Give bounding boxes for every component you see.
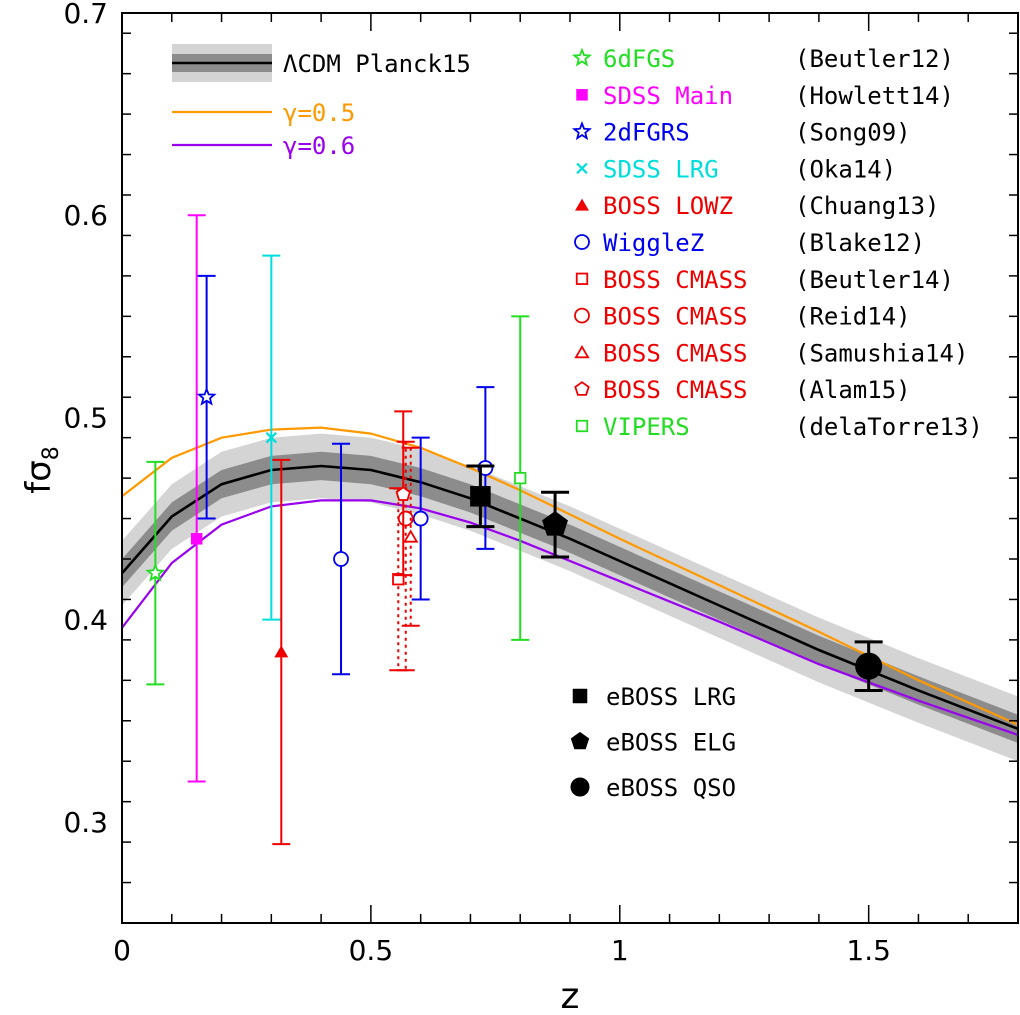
legend-ref-7: (Reid14) [795, 303, 911, 331]
legend-ref-1: (Howlett14) [795, 82, 954, 110]
model-curve-1 [122, 426, 1018, 726]
x-tick-label: 0.5 [349, 934, 394, 967]
x-axis-label: z [561, 976, 580, 1015]
data-point-1-0 [190, 533, 203, 545]
legend-marker-8 [574, 345, 590, 359]
data-point-5-1 [412, 510, 429, 527]
legend-name-0: 6dFGS [603, 45, 675, 73]
legend-name-5: WiggleZ [603, 229, 704, 257]
data-point-6-0 [392, 573, 405, 586]
lcdm-band-inner [122, 451, 1018, 743]
data-point-2-0 [196, 386, 217, 406]
legend-ref-5: (Blake12) [795, 229, 925, 257]
x-tick-label: 1.5 [846, 934, 891, 967]
forecast-point-0 [470, 486, 491, 507]
legend-name-3: SDSS LRG [603, 155, 719, 183]
legend-ref-9: (Alam15) [795, 376, 911, 404]
model-curve-2 [122, 499, 1018, 736]
lcdm-band-outer [122, 433, 1018, 762]
legend-marker-5 [574, 234, 590, 250]
legend-marker-2 [571, 121, 593, 141]
legend-marker-0 [571, 47, 593, 67]
data-point-9-0 [395, 486, 411, 501]
legend-label-gamma-0: γ=0.5 [283, 99, 355, 127]
data-point-7-0 [397, 510, 414, 527]
y-tick-label: 0.5 [63, 401, 108, 434]
legend-forecast-name-0: eBOSS LRG [606, 683, 736, 711]
y-tick-label: 0.6 [63, 199, 108, 232]
legend-forecast-marker-2 [570, 777, 590, 797]
x-tick-label: 0 [113, 934, 131, 967]
data-points [145, 214, 883, 846]
legend-name-1: SDSS Main [603, 82, 733, 110]
y-axis-label-main: fσ [19, 460, 59, 494]
legend-ref-3: (Oka14) [795, 155, 896, 183]
legend-name-4: BOSS LOWZ [603, 192, 733, 220]
legend-label-lcdm: ΛCDM Planck15 [283, 50, 471, 78]
legend-forecast-name-1: eBOSS ELG [606, 729, 736, 757]
x-tick-label: 1 [611, 934, 629, 967]
legend-forecast-marker-0 [572, 688, 588, 704]
legend-name-10: VIPERS [603, 413, 690, 441]
legend-ref-0: (Beutler12) [795, 45, 954, 73]
legend-ref-4: (Chuang13) [795, 192, 940, 220]
axis-ticks: 0 0.5 1 1.5 0.3 0.4 0.5 0.6 0.7 [63, 0, 1019, 967]
legend-marker-6 [575, 272, 589, 285]
legend-forecast-name-2: eBOSS QSO [606, 774, 736, 802]
y-axis-label-sub: 8 [39, 446, 64, 460]
legend-label-gamma-1: γ=0.6 [283, 132, 355, 160]
legend-marker-3 [576, 162, 588, 175]
data-point-0-0 [145, 562, 166, 582]
y-tick-label: 0.3 [63, 806, 108, 839]
legend-name-8: BOSS CMASS [603, 339, 748, 367]
legend: ΛCDM Planck15 γ=0.5 γ=0.6 6dFGS (Beutler12) S… [172, 44, 983, 802]
legend-marker-7 [574, 307, 590, 324]
legend-ref-6: (Beutler14) [795, 266, 954, 294]
legend-ref-8: (Samushia14) [795, 339, 968, 367]
legend-name-6: BOSS CMASS [603, 266, 748, 294]
legend-marker-1 [576, 89, 588, 101]
legend-marker-9 [574, 381, 590, 396]
forecast-point-1 [542, 510, 568, 536]
y-axis-label: fσ8 [19, 446, 64, 494]
legend-name-2: 2dFGRS [603, 119, 690, 147]
model-curves [122, 426, 1018, 762]
data-point-10-0 [514, 471, 527, 485]
legend-forecast-marker-1 [570, 731, 590, 750]
legend-ref-10: (delaTorre13) [795, 413, 983, 441]
data-point-3-0 [265, 431, 278, 444]
data-point-8-0 [403, 529, 419, 543]
forecast-point-2 [855, 652, 883, 680]
legend-ref-2: (Song09) [795, 119, 911, 147]
legend-name-7: BOSS CMASS [603, 303, 748, 331]
y-tick-label: 0.7 [63, 0, 108, 30]
legend-name-9: BOSS CMASS [603, 376, 748, 404]
legend-marker-10 [575, 419, 589, 433]
legend-marker-4 [575, 198, 589, 211]
data-point-5-0 [333, 551, 349, 567]
y-tick-label: 0.4 [63, 604, 108, 637]
data-point-4-0 [274, 645, 289, 658]
